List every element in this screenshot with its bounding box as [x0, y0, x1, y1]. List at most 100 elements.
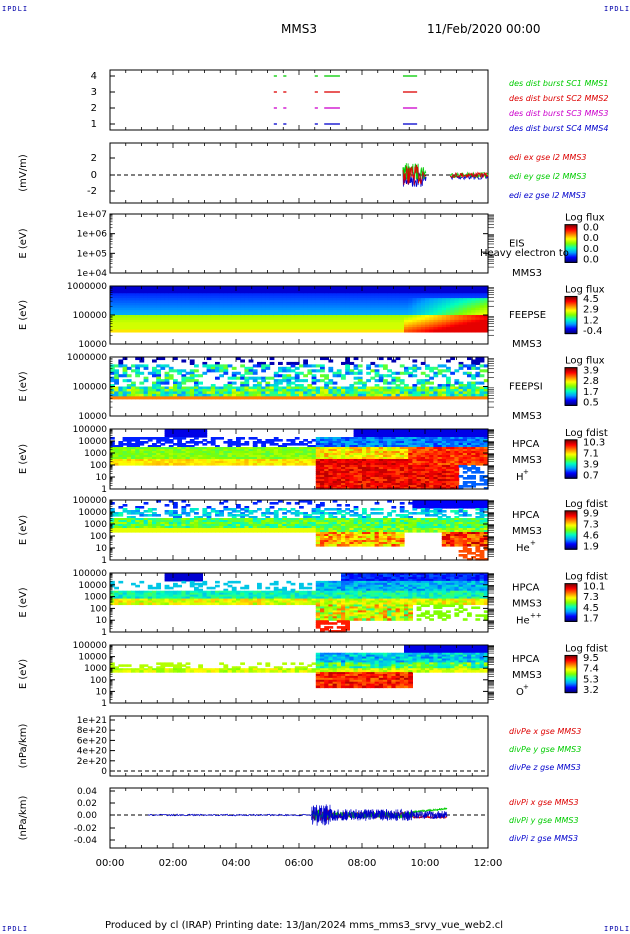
- feepsi-cell: [429, 381, 434, 385]
- feepse-cell: [168, 286, 174, 290]
- feepse-cell: [143, 295, 149, 299]
- feepse-cell: [353, 300, 359, 304]
- feepse-cell: [294, 302, 300, 306]
- feepse-cell: [168, 327, 174, 331]
- feepse-cell: [185, 305, 191, 309]
- feepsi-cell: [425, 396, 430, 400]
- feepse-cell: [383, 298, 388, 302]
- feepse-cell: [446, 327, 451, 331]
- feepse-cell: [370, 290, 376, 294]
- hpca_h-cell: [467, 477, 472, 480]
- feepse-cell: [299, 312, 304, 316]
- eis-cbar-cell: [565, 242, 577, 245]
- feepse-cell: [299, 310, 304, 314]
- feepse-cell: [173, 310, 178, 314]
- hpca_h-cell: [177, 463, 182, 466]
- feepse-cell: [324, 319, 329, 323]
- feepse-cell: [248, 322, 254, 326]
- burst-ytick-label: 1: [91, 119, 97, 130]
- feepse-cell: [404, 298, 409, 302]
- feepsi-cell: [257, 376, 262, 380]
- feepse-cell: [139, 310, 145, 314]
- feepse-cell: [269, 305, 275, 309]
- feepse-cell: [147, 322, 153, 326]
- feepse-cell: [374, 310, 380, 314]
- feepse-cell: [467, 286, 472, 290]
- feepse-cell: [290, 300, 296, 304]
- hpca_h-cell: [479, 479, 485, 482]
- feepse-cell: [202, 324, 208, 328]
- feepse-cell: [273, 300, 279, 304]
- feepse-cell: [387, 312, 392, 316]
- feepsi-cell: [349, 371, 355, 375]
- feepse-cell: [458, 295, 464, 299]
- feepse-cell: [462, 307, 468, 311]
- feepse-cell: [353, 322, 359, 326]
- feepse-cell: [366, 312, 371, 316]
- feepse-cell: [126, 312, 132, 316]
- feepsi-cell: [206, 369, 212, 373]
- feepse-cell: [286, 322, 292, 326]
- feepse-cell: [122, 295, 128, 299]
- feepsi-spacecraft: MMS3: [512, 411, 542, 422]
- feepse-cell: [374, 288, 380, 292]
- feepse-cell: [143, 305, 149, 309]
- feepsi-cell: [408, 396, 413, 400]
- hpca_h-cell: [185, 435, 191, 438]
- feepse-cell: [320, 293, 325, 297]
- feepse-cell: [362, 322, 367, 326]
- feepse-cell: [370, 315, 376, 319]
- feepse-cell: [454, 298, 460, 302]
- feepse-cell: [227, 290, 233, 294]
- feepse-cell: [429, 329, 434, 333]
- feepse-cell: [446, 305, 451, 309]
- feepse-cell: [173, 288, 178, 292]
- feepse-cell: [324, 307, 329, 311]
- feepse-cell: [374, 286, 380, 290]
- hpca_h-cell: [215, 463, 220, 466]
- feepse-cell: [164, 329, 170, 333]
- feepse-cell: [236, 312, 241, 316]
- feepse-cell: [261, 290, 266, 294]
- feepse-cell: [147, 298, 153, 302]
- feepse-cell: [311, 312, 317, 316]
- feepse-cell: [420, 293, 426, 297]
- feepse-cell: [303, 312, 308, 316]
- feepse-cell: [315, 288, 321, 292]
- feepse-cell: [278, 322, 283, 326]
- feepse-cell: [471, 312, 476, 316]
- feepse-cell: [294, 293, 300, 297]
- burst-legend-entry: des dist burst SC2 MMS2: [509, 94, 608, 103]
- eis-cbar-label: 0.0: [583, 233, 599, 244]
- feepsi-cell: [122, 379, 128, 383]
- feepse-cell: [273, 315, 279, 319]
- feepse-cell: [219, 329, 224, 333]
- feepse-cell: [399, 290, 405, 294]
- feepsi-cell: [282, 396, 287, 400]
- feepse-cell: [244, 290, 250, 294]
- feepse-cell: [282, 305, 287, 309]
- feepse-cell: [303, 305, 308, 309]
- eis-cbar-cell: [565, 252, 577, 255]
- feepse-cell: [198, 315, 203, 319]
- feepse-cell: [349, 322, 355, 326]
- feepse-cell: [240, 298, 245, 302]
- feepse-cell: [273, 286, 279, 290]
- hpca_h-cell: [462, 467, 468, 470]
- feepse-cell: [408, 329, 413, 333]
- feepse-cell: [114, 324, 119, 328]
- hpca_h-cell: [173, 443, 178, 446]
- burst-legend-entry: des dist burst SC1 MMS1: [509, 79, 608, 88]
- feepse-cell: [194, 317, 199, 321]
- feepse-cell: [454, 300, 460, 304]
- feepse-cell: [118, 324, 124, 328]
- feepse-cell: [118, 295, 124, 299]
- hpca_h-cell: [307, 463, 313, 466]
- feepsi-cell: [252, 379, 258, 383]
- feepse-cell: [231, 288, 237, 292]
- feepsi-cell: [357, 381, 363, 385]
- hpca_h-cell: [202, 439, 208, 442]
- feepsi-cell: [282, 369, 287, 373]
- feepse-cell: [341, 295, 346, 299]
- feepsi-cell: [429, 396, 434, 400]
